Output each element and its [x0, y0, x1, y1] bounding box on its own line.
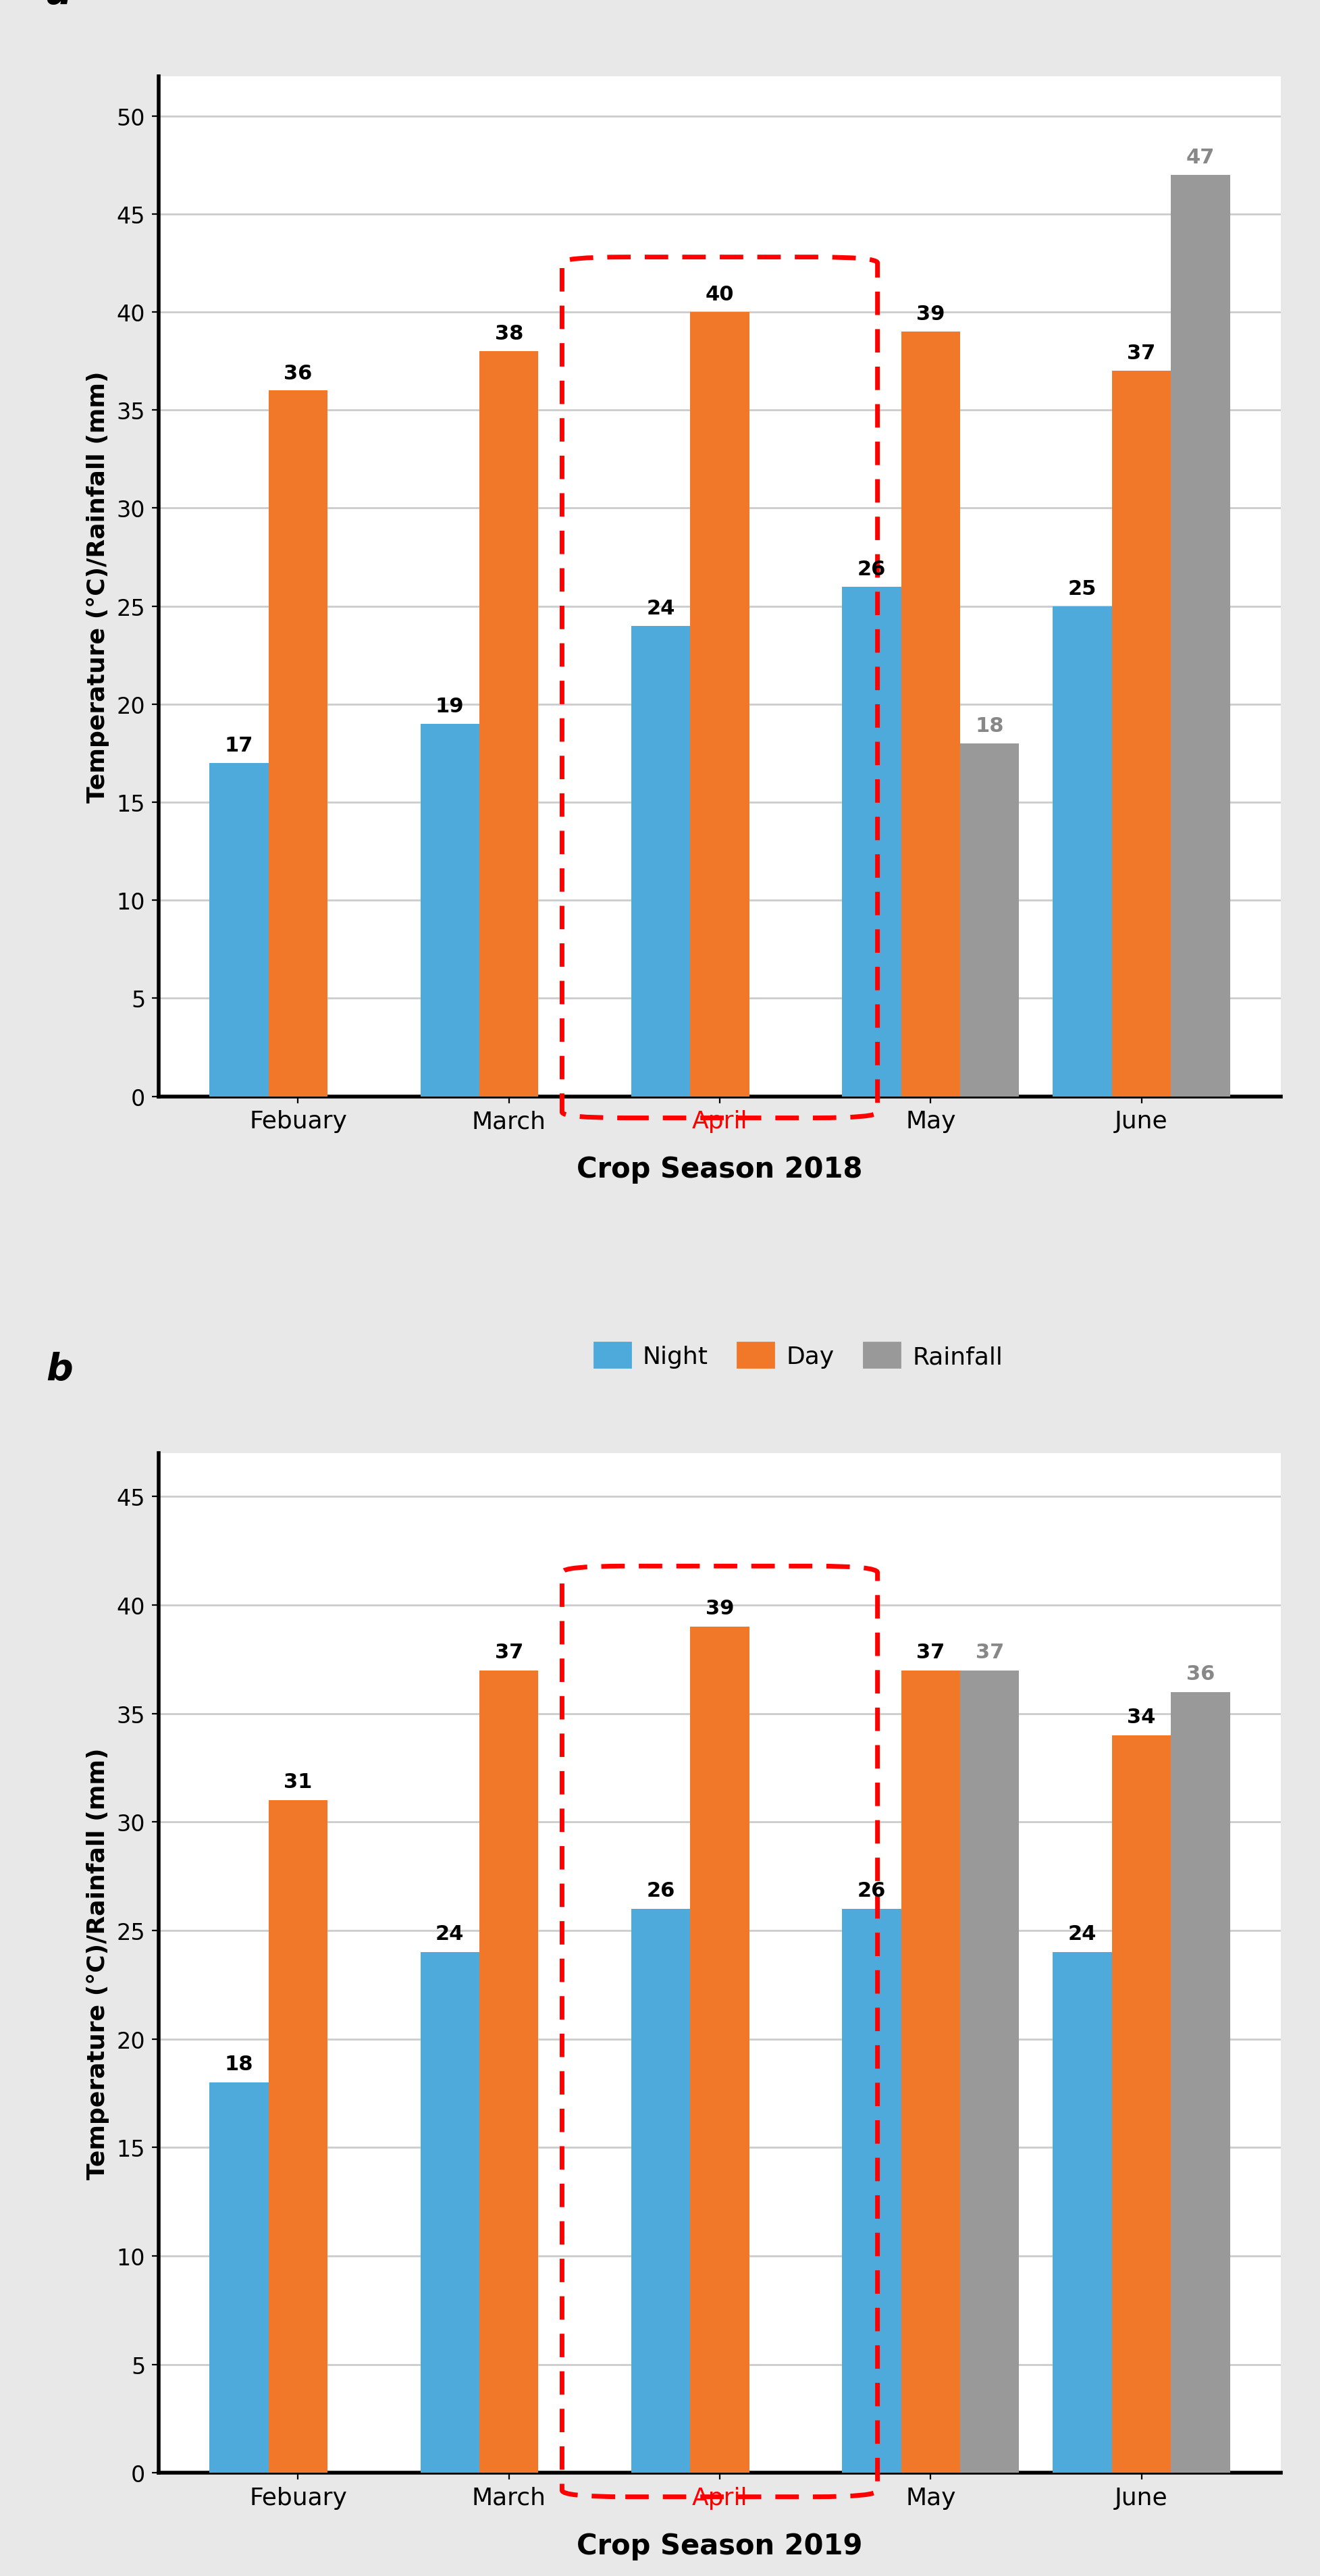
- Bar: [210, 2081, 268, 2473]
- Text: 24: 24: [1068, 1924, 1096, 1945]
- Bar: [268, 1801, 327, 2473]
- Text: 40: 40: [705, 286, 734, 304]
- Bar: [960, 1669, 1019, 2473]
- Text: 37: 37: [495, 1641, 523, 1662]
- X-axis label: Crop Season 2019: Crop Season 2019: [577, 2532, 862, 2561]
- Bar: [1171, 1692, 1229, 2473]
- Text: b: b: [46, 1352, 73, 1388]
- Text: 39: 39: [916, 304, 945, 325]
- Text: 39: 39: [705, 1600, 734, 1618]
- Text: 26: 26: [645, 1880, 675, 1901]
- Bar: [268, 392, 327, 1097]
- Text: 37: 37: [975, 1641, 1003, 1662]
- Bar: [960, 744, 1019, 1097]
- Bar: [842, 587, 900, 1097]
- Bar: [842, 1909, 900, 2473]
- Bar: [631, 1909, 690, 2473]
- Text: 25: 25: [1068, 580, 1096, 598]
- Y-axis label: Temperature (°C)/Rainfall (mm): Temperature (°C)/Rainfall (mm): [86, 1747, 110, 2179]
- Bar: [1111, 1736, 1171, 2473]
- Bar: [900, 1669, 960, 2473]
- Text: 31: 31: [284, 1772, 313, 1793]
- Text: a: a: [46, 0, 71, 13]
- Bar: [479, 353, 539, 1097]
- Y-axis label: Temperature (°C)/Rainfall (mm): Temperature (°C)/Rainfall (mm): [86, 371, 110, 804]
- Text: 38: 38: [495, 325, 523, 345]
- X-axis label: Crop Season 2018: Crop Season 2018: [577, 1154, 862, 1182]
- Bar: [210, 762, 268, 1097]
- Bar: [1052, 605, 1111, 1097]
- Text: 18: 18: [974, 716, 1003, 737]
- Text: 17: 17: [224, 737, 253, 755]
- Text: 26: 26: [857, 1880, 886, 1901]
- Text: 36: 36: [284, 363, 313, 384]
- Text: 37: 37: [916, 1641, 944, 1662]
- Text: 34: 34: [1126, 1708, 1155, 1726]
- Bar: [479, 1669, 539, 2473]
- Bar: [631, 626, 690, 1097]
- Text: 36: 36: [1185, 1664, 1214, 1685]
- Text: 18: 18: [224, 2053, 253, 2074]
- Legend: Night, Day, Rainfall: Night, Day, Rainfall: [583, 1334, 1012, 1378]
- Text: 26: 26: [857, 559, 886, 580]
- Bar: [1111, 371, 1171, 1097]
- Text: 37: 37: [1127, 345, 1155, 363]
- Bar: [1171, 175, 1229, 1097]
- Bar: [900, 332, 960, 1097]
- Text: 24: 24: [645, 598, 675, 618]
- Text: 47: 47: [1185, 147, 1214, 167]
- Bar: [690, 1628, 748, 2473]
- Text: 19: 19: [436, 698, 465, 716]
- Bar: [690, 312, 748, 1097]
- Text: 24: 24: [436, 1924, 463, 1945]
- Bar: [1052, 1953, 1111, 2473]
- Bar: [420, 1953, 479, 2473]
- Bar: [420, 724, 479, 1097]
